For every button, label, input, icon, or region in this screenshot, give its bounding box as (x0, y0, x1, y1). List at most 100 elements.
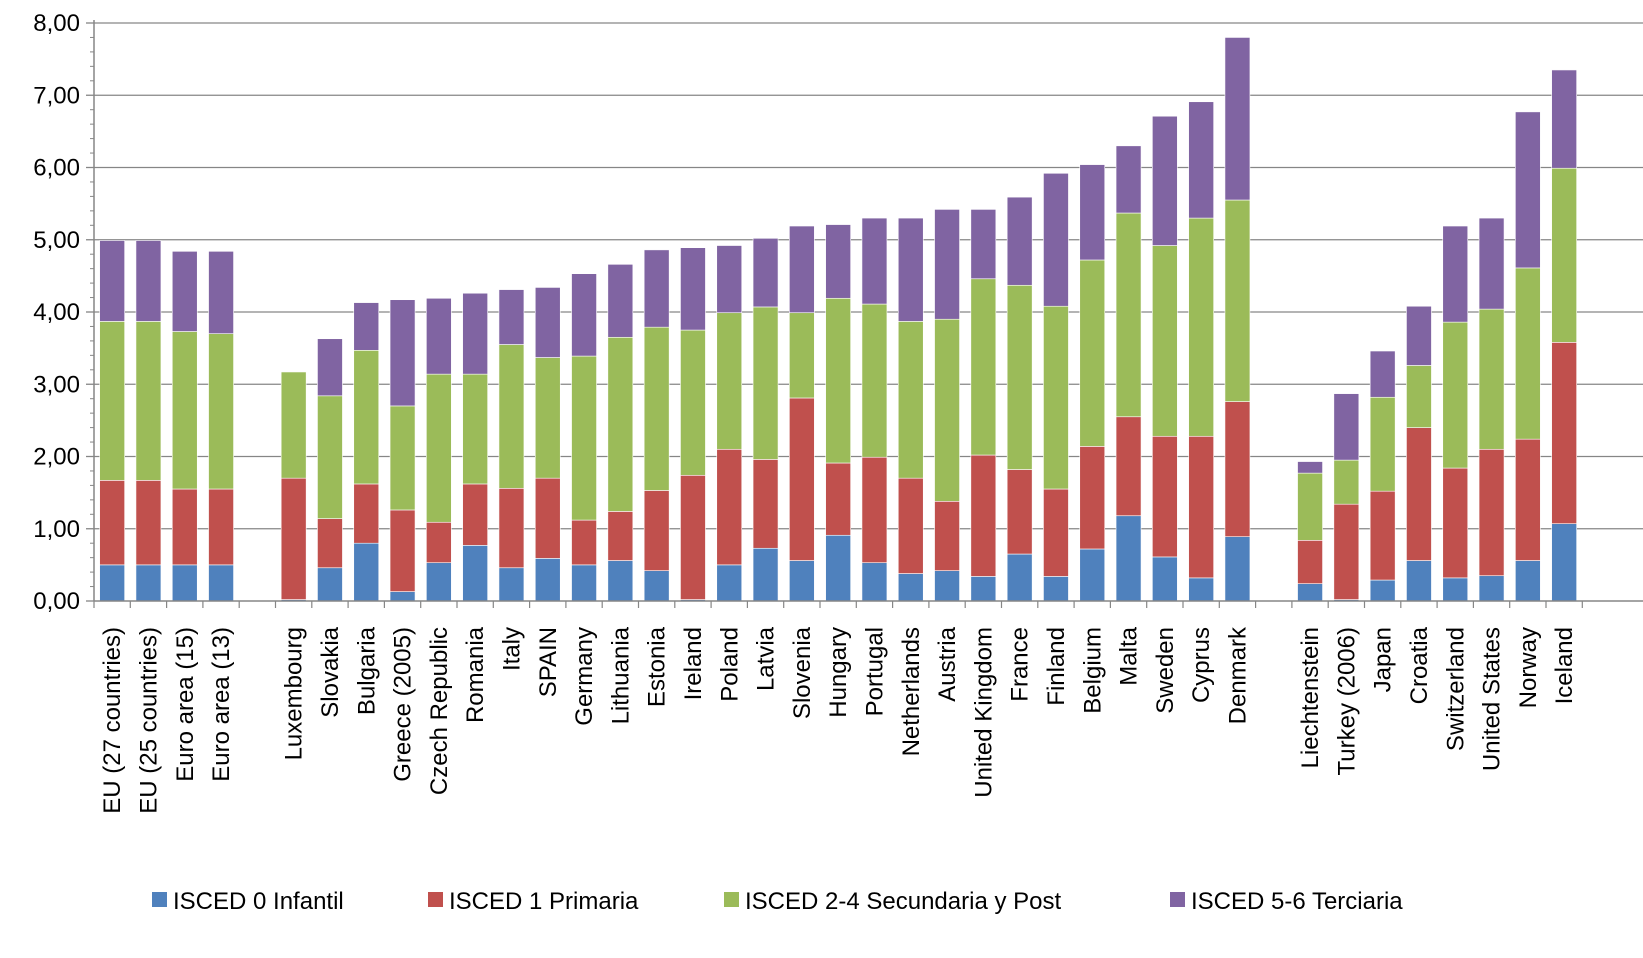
bar-segment-1 (1515, 560, 1541, 602)
bar-segment-3 (1079, 259, 1106, 447)
x-tick-label: Poland (716, 627, 743, 702)
x-tick-label: EU (27 countries) (99, 627, 126, 814)
y-tick-label: 7,00 (33, 82, 80, 109)
bar-segment-4 (1478, 217, 1505, 310)
bar-segment-2 (426, 521, 452, 564)
bar-segment-1 (1478, 575, 1505, 602)
bar-segment-3 (752, 306, 779, 460)
bar-segment-2 (317, 518, 343, 569)
bar-segment-4 (680, 247, 706, 331)
bar-segment-4 (789, 225, 815, 314)
bar-segment-2 (1551, 342, 1577, 524)
bar-segment-1 (861, 562, 888, 602)
x-tick-label: Austria (934, 626, 961, 701)
bar-segment-4 (607, 264, 634, 338)
bar-segment-4 (171, 251, 198, 332)
bar-segment-1 (1442, 577, 1469, 602)
bar-segment-1 (389, 591, 416, 602)
x-tick-label: EU (25 countries) (135, 627, 162, 814)
bar-segment-3 (1043, 305, 1069, 490)
bar-segment-2 (171, 488, 198, 566)
bar-segment-4 (498, 289, 525, 345)
bar-segment-3 (1478, 308, 1505, 450)
bar-segment-3 (462, 373, 488, 485)
x-tick-label: Hungary (825, 627, 852, 718)
bar-segment-4 (1043, 172, 1069, 307)
bar-segment-2 (280, 477, 307, 600)
bar-segment-3 (680, 329, 706, 476)
x-tick-label: Cyprus (1188, 627, 1215, 703)
bar-segment-1 (970, 576, 997, 602)
bar-segment-3 (1006, 284, 1033, 470)
bar-segment-4 (135, 240, 162, 322)
legend-label: ISCED 1 Primaria (449, 888, 639, 915)
bar-segment-1 (1297, 583, 1323, 602)
legend-swatch (152, 892, 167, 907)
bar-segment-4 (1369, 350, 1396, 398)
bar-segment-1 (1224, 536, 1251, 602)
bar-segment-3 (1369, 396, 1396, 492)
x-tick-label: Japan (1370, 627, 1397, 692)
x-tick-label: Lithuania (607, 626, 634, 724)
x-tick-label: Greece (2005) (390, 627, 417, 782)
bar-segment-1 (426, 562, 452, 602)
bar-segment-1 (789, 560, 815, 602)
bar-segment-3 (1333, 459, 1360, 505)
bar-segment-1 (462, 545, 488, 602)
bar-segment-3 (99, 321, 125, 481)
bar-segment-4 (208, 251, 234, 334)
bar-segment-3 (1406, 365, 1432, 428)
bars (99, 37, 1577, 602)
bar-segment-1 (1551, 523, 1577, 602)
bar-segment-4 (752, 238, 779, 308)
bar-segment-4 (1115, 145, 1142, 214)
bar-segment-2 (1188, 435, 1214, 579)
legend-swatch (724, 892, 739, 907)
bar-segment-3 (389, 405, 416, 511)
bar-segment-4 (426, 297, 452, 375)
bar-segment-1 (897, 573, 924, 602)
bar-segment-4 (861, 217, 888, 305)
bar-segment-4 (571, 273, 597, 357)
bar-segment-1 (208, 564, 234, 602)
x-tick-label: United Kingdom (970, 627, 997, 798)
y-tick-label: 2,00 (33, 444, 80, 471)
legend-label: ISCED 5-6 Terciaria (1191, 888, 1403, 915)
bar-segment-3 (1442, 321, 1469, 469)
bar-segment-4 (353, 302, 380, 351)
x-tick-label: Slovenia (789, 626, 816, 719)
bar-segment-2 (389, 509, 416, 592)
y-tick-label: 1,00 (33, 516, 80, 543)
x-tick-label: Czech Republic (426, 627, 453, 795)
bar-segment-4 (1297, 461, 1323, 474)
bar-segment-4 (716, 245, 743, 314)
x-tick-label: Netherlands (898, 627, 925, 756)
bar-segment-2 (135, 480, 162, 566)
bar-segment-4 (1406, 305, 1432, 366)
bar-segment-1 (1406, 560, 1432, 602)
legend-label: ISCED 0 Infantil (173, 888, 344, 915)
bar-segment-4 (1442, 225, 1469, 323)
x-tick-label: Denmark (1224, 626, 1251, 724)
bar-segment-1 (643, 570, 670, 602)
x-tick-label: Malta (1116, 626, 1143, 685)
bar-segment-2 (1297, 540, 1323, 584)
bar-segment-4 (1515, 111, 1541, 269)
bar-segment-1 (498, 567, 525, 602)
x-tick-label: Croatia (1406, 626, 1433, 704)
bar-segment-3 (607, 336, 634, 512)
bar-segment-1 (934, 570, 960, 602)
bar-segment-2 (1006, 469, 1033, 555)
bar-segment-1 (571, 564, 597, 602)
bar-segment-2 (1224, 401, 1251, 537)
bar-segment-4 (643, 249, 670, 328)
bar-segment-2 (934, 500, 960, 571)
bar-segment-3 (970, 278, 997, 456)
bar-segment-2 (861, 456, 888, 564)
x-tick-label: Sweden (1152, 627, 1179, 714)
bar-segment-2 (1406, 427, 1432, 561)
bar-segment-4 (1152, 115, 1178, 246)
bar-segment-4 (1333, 393, 1360, 461)
bar-segment-3 (317, 395, 343, 519)
